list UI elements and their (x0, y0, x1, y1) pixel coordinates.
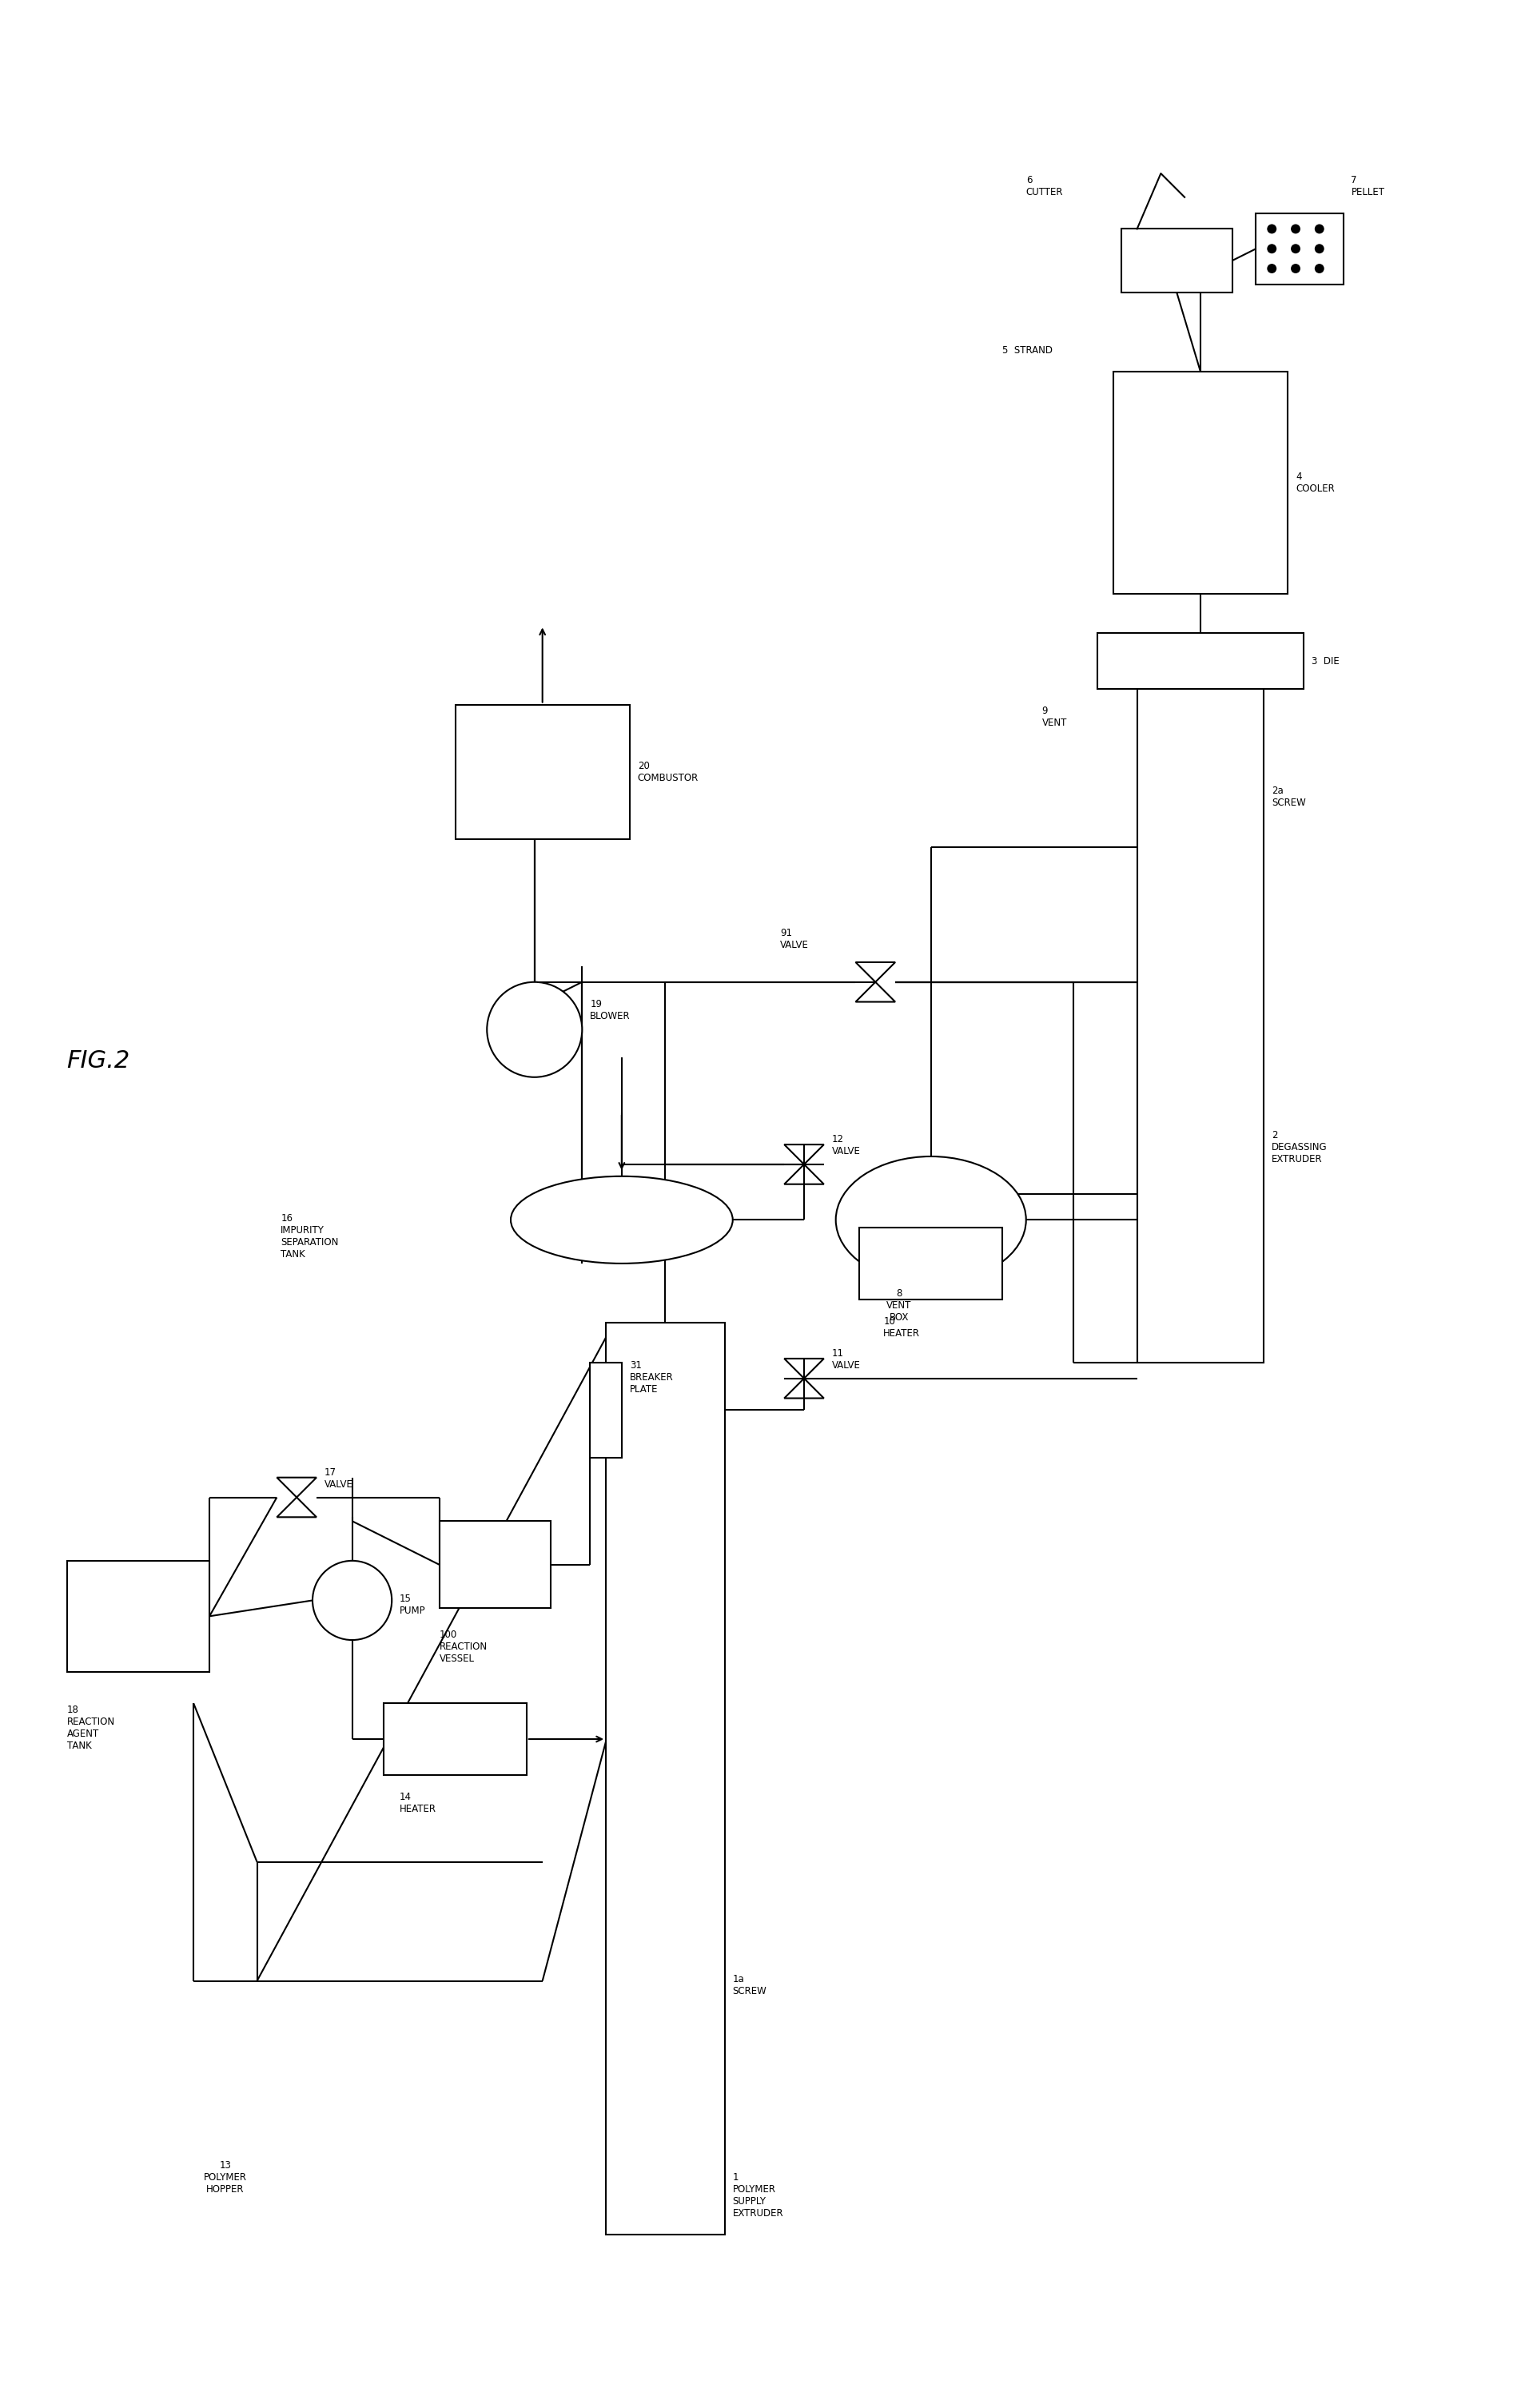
Bar (1256, 212, 1344, 284)
Ellipse shape (511, 1175, 732, 1264)
Circle shape (1315, 243, 1324, 253)
Bar (1114, 371, 1288, 595)
Text: 100
REACTION
VESSEL: 100 REACTION VESSEL (439, 1630, 487, 1664)
Circle shape (1315, 265, 1324, 272)
Circle shape (1291, 224, 1300, 234)
Text: 15
PUMP: 15 PUMP (399, 1594, 425, 1616)
Text: 6
CUTTER: 6 CUTTER (1026, 176, 1064, 197)
Text: 3  DIE: 3 DIE (1312, 655, 1339, 667)
Bar (590, 1363, 622, 1457)
Bar (1138, 689, 1263, 1363)
Text: 31
BREAKER
PLATE: 31 BREAKER PLATE (629, 1361, 673, 1394)
Text: 4
COOLER: 4 COOLER (1295, 472, 1334, 494)
Text: 1
POLYMER
SUPPLY
EXTRUDER: 1 POLYMER SUPPLY EXTRUDER (732, 2172, 784, 2218)
Circle shape (1266, 224, 1277, 234)
Text: 2a
SCREW: 2a SCREW (1272, 785, 1306, 807)
Circle shape (313, 1560, 392, 1640)
Text: 10
HEATER: 10 HEATER (884, 1317, 920, 1339)
Bar (455, 706, 629, 840)
Text: 5  STRAND: 5 STRAND (1002, 344, 1053, 356)
Text: 18
REACTION
AGENT
TANK: 18 REACTION AGENT TANK (67, 1705, 115, 1751)
Circle shape (1291, 265, 1300, 272)
Text: 9
VENT: 9 VENT (1042, 706, 1067, 727)
Text: 16
IMPURITY
SEPARATION
TANK: 16 IMPURITY SEPARATION TANK (281, 1214, 339, 1259)
Text: FIG.2: FIG.2 (67, 1050, 130, 1074)
Circle shape (1291, 243, 1300, 253)
Text: 1a
SCREW: 1a SCREW (732, 1975, 767, 1996)
Circle shape (1266, 243, 1277, 253)
Text: 13
POLYMER
HOPPER: 13 POLYMER HOPPER (204, 2160, 247, 2196)
Bar (384, 1702, 527, 1775)
Text: 2
DEGASSING
EXTRUDER: 2 DEGASSING EXTRUDER (1272, 1129, 1327, 1165)
Bar (439, 1522, 551, 1609)
Text: 14
HEATER: 14 HEATER (399, 1792, 437, 1813)
Bar (1097, 633, 1304, 689)
Bar (859, 1228, 1002, 1300)
Circle shape (1315, 224, 1324, 234)
Text: 91
VALVE: 91 VALVE (781, 927, 809, 951)
Text: 19
BLOWER: 19 BLOWER (590, 999, 631, 1021)
Bar (1121, 229, 1232, 291)
Ellipse shape (835, 1156, 1026, 1283)
Text: 8
VENT
BOX: 8 VENT BOX (887, 1288, 912, 1322)
Text: 11
VALVE: 11 VALVE (832, 1348, 861, 1370)
Bar (67, 1560, 209, 1671)
Text: 7
PELLET: 7 PELLET (1351, 176, 1384, 197)
Bar (605, 1322, 725, 2235)
Text: 12
VALVE: 12 VALVE (832, 1134, 861, 1156)
Circle shape (487, 982, 583, 1076)
Circle shape (1266, 265, 1277, 272)
Text: 20
COMBUSTOR: 20 COMBUSTOR (637, 761, 699, 783)
Text: 17
VALVE: 17 VALVE (324, 1466, 353, 1491)
